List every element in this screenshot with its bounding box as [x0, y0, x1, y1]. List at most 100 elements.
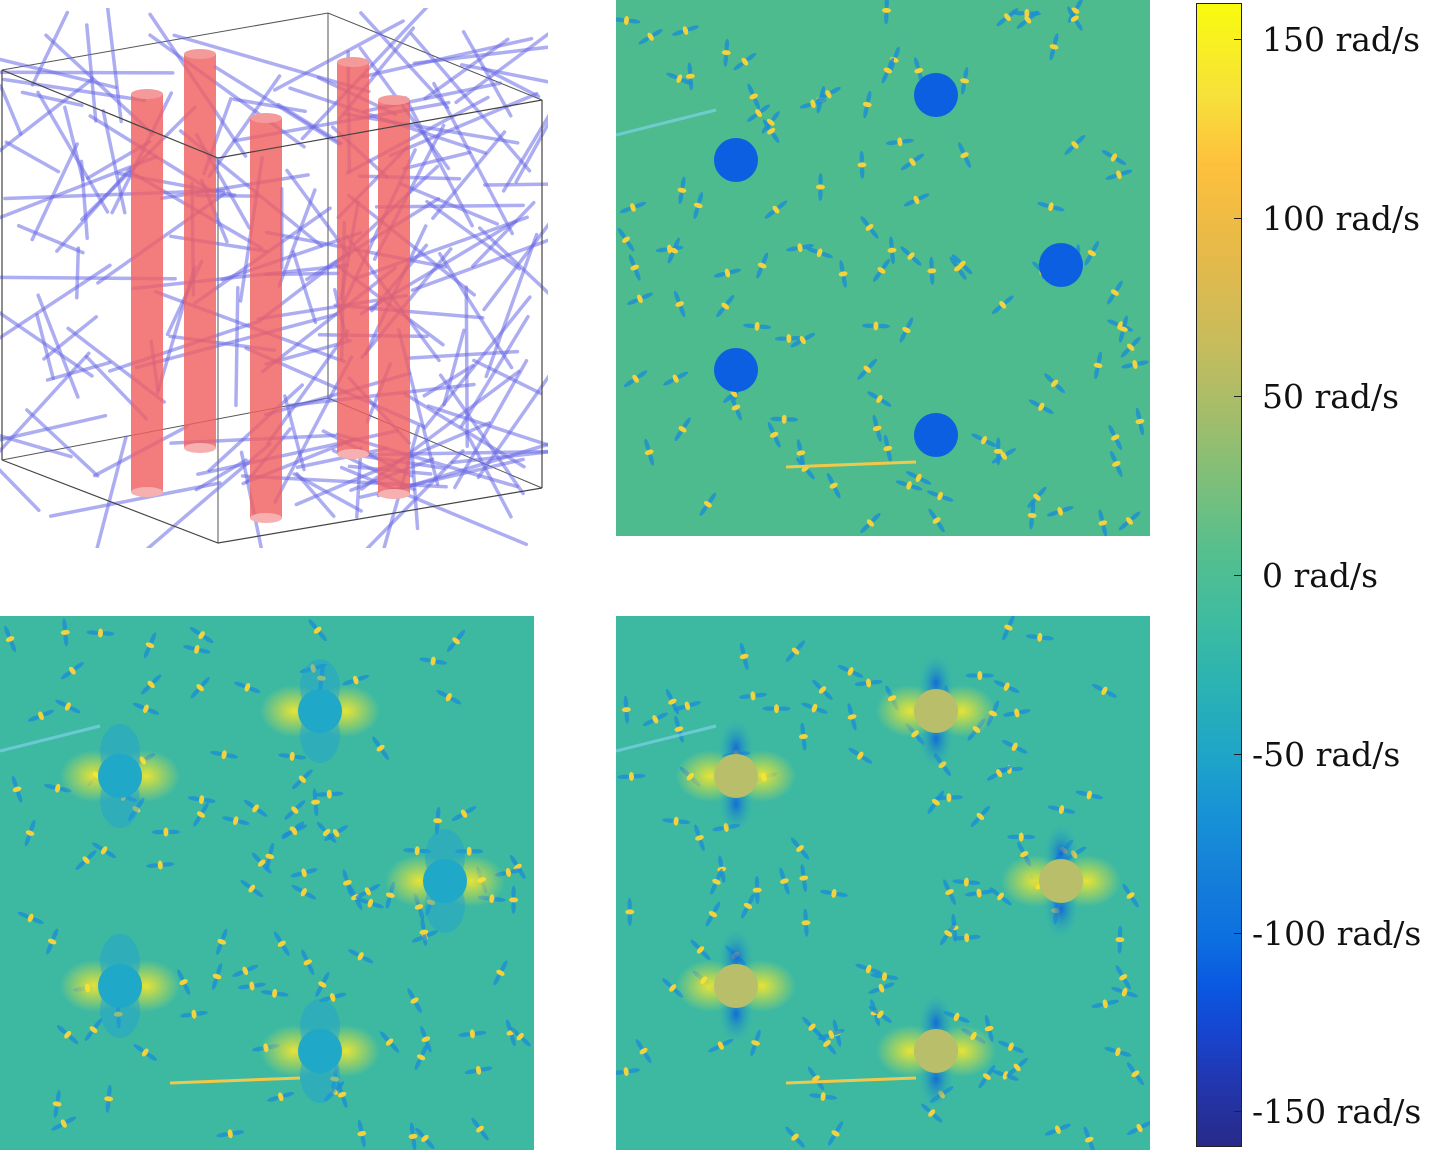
fiber-dipole — [284, 800, 306, 820]
inclusion-disk — [714, 348, 758, 392]
fiber-dipole — [92, 842, 117, 859]
inclusion-disk — [914, 73, 958, 117]
fiber-dipole — [211, 963, 223, 990]
fiber — [131, 263, 349, 291]
fiber — [438, 373, 525, 496]
inclusion — [676, 928, 796, 1044]
fiber — [134, 312, 339, 370]
fiber-dipole — [756, 252, 769, 279]
colorbar-tick — [1234, 1111, 1242, 1113]
fiber-dipole — [799, 99, 827, 109]
fiber-dipole — [1064, 134, 1086, 155]
fiber-streak — [0, 724, 101, 753]
fiber — [95, 435, 128, 548]
fiber-dipole — [509, 885, 519, 914]
fiber-dipole — [899, 317, 914, 343]
fiber-dipole — [1084, 240, 1100, 266]
fiber-dipole — [301, 949, 315, 976]
fiber-dipole — [1083, 1126, 1095, 1150]
fiber-dipole — [699, 492, 717, 516]
fiber-dipole — [357, 897, 384, 909]
fiber-dipole — [1098, 509, 1108, 536]
fiber-dipole — [790, 837, 810, 860]
fiber — [464, 431, 513, 519]
inclusion-disk — [914, 1029, 958, 1073]
fiber-dipole — [60, 618, 70, 647]
fiber-dipole — [1111, 986, 1138, 998]
fiber-dipole — [190, 676, 210, 699]
fiber-dipole — [308, 619, 327, 642]
fiber-dipole — [747, 104, 770, 122]
fiber-dipole — [104, 1084, 114, 1113]
fiber-dipole — [816, 86, 841, 102]
fiber-dipole — [1118, 511, 1141, 531]
fiber-streak — [169, 1076, 301, 1085]
angular-velocity-field-panel-2 — [0, 616, 534, 1150]
fiber-dipole — [436, 690, 462, 705]
fiber-dipole — [180, 1009, 208, 1019]
fiber-dipole — [84, 1018, 103, 1041]
fiber-dipole — [978, 1064, 996, 1089]
fiber-dipole — [743, 321, 772, 331]
fiber-dipole — [311, 788, 321, 817]
fiber — [283, 394, 306, 472]
fiber-dipole — [663, 371, 689, 386]
fiber-dipole — [342, 869, 353, 897]
fiber-dipole — [885, 137, 914, 147]
fiber-dipole — [324, 825, 349, 841]
fiber — [442, 328, 466, 407]
fiber-dipole — [991, 448, 1016, 464]
fiber-dipole — [290, 868, 318, 878]
fiber-dipole — [767, 422, 781, 448]
fiber-dipole — [1115, 925, 1125, 954]
fiber — [25, 408, 100, 478]
fiber-dipole — [11, 775, 23, 803]
fiber-dipole — [747, 83, 760, 110]
fiber-dipole — [860, 512, 881, 534]
fiber-dipole — [770, 414, 799, 424]
fiber-dipole — [881, 57, 895, 84]
fiber-dipole — [75, 850, 97, 870]
fiber-dipole — [464, 1065, 493, 1075]
fiber-dipole — [940, 921, 957, 946]
fiber-dipole — [928, 508, 945, 533]
colorbar-tick-label: -50 rad/s — [1252, 734, 1401, 774]
fiber-dipole — [779, 867, 790, 895]
fiber — [0, 70, 175, 75]
fiber-dipole — [357, 1119, 367, 1148]
fiber-dipole — [46, 928, 59, 955]
fiber-dipole — [690, 939, 711, 961]
fiber-dipole — [132, 702, 159, 715]
fiber-dipoles — [616, 0, 1149, 536]
fiber-dipole — [348, 949, 374, 964]
fiber — [409, 32, 532, 173]
fiber-dipole — [1118, 315, 1128, 343]
fiber-dipole — [1075, 790, 1103, 800]
fiber — [406, 349, 520, 360]
inclusion — [260, 659, 380, 763]
fiber-dipole — [616, 1067, 641, 1077]
fiber-dipole — [847, 703, 857, 731]
inclusion-disk — [98, 754, 142, 798]
cylinder — [337, 57, 369, 459]
fiber-dipole — [1127, 1120, 1150, 1136]
fiber-dipole — [238, 981, 266, 991]
fiber-box-svg — [0, 8, 548, 548]
inclusion-disk — [714, 138, 758, 182]
colorbar-tick — [1234, 753, 1242, 755]
fiber-dipole — [903, 193, 930, 207]
fiber-dipole — [1104, 1046, 1132, 1057]
fiber-dipole — [837, 665, 864, 678]
fiber-streak — [616, 108, 717, 137]
fiber — [472, 358, 543, 396]
colorbar-tick — [1234, 575, 1242, 576]
fiber-dipole — [952, 933, 981, 943]
fiber-dipole — [319, 992, 347, 1003]
fiber-dipole — [927, 790, 945, 814]
fiber-dipole — [868, 982, 895, 994]
fiber-dipole — [1120, 336, 1141, 358]
fiber — [481, 66, 541, 99]
fiber-dipole — [920, 1103, 943, 1123]
fiber — [0, 467, 41, 513]
fiber-dipole — [420, 1026, 432, 1053]
